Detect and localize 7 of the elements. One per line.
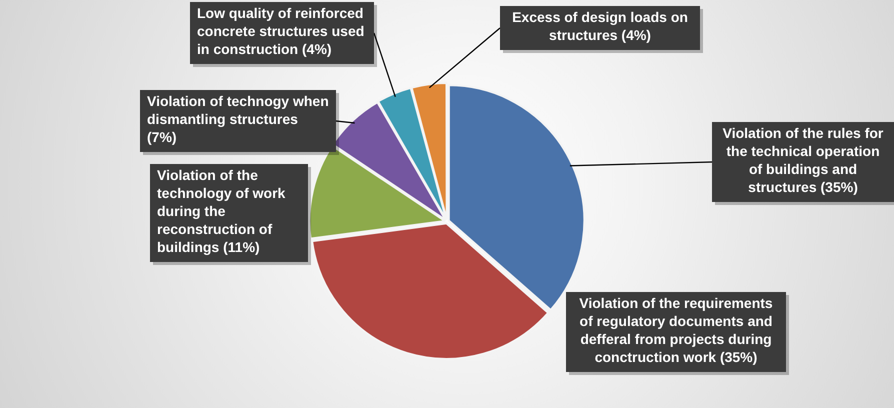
slice-label: Violation of technogy when dismantling structures <box>147 92 329 127</box>
slice-label: Low quality of reinforced concrete structures used in construction (4%) <box>197 4 364 57</box>
slice-label: Violation of the requirements of regulatory documents and defferal from projects during conctruction work (35%) <box>579 294 773 365</box>
slice-label: Excess of design loads on structures (4%) <box>512 8 688 43</box>
slice-label: Violation of the technology of work during the reconstruction of buildings (11%) <box>157 166 286 255</box>
slice-label: Violation of the rules for the technical operation of buildings and structures (35%) <box>722 124 884 195</box>
data-label: (7%) <box>147 128 177 145</box>
